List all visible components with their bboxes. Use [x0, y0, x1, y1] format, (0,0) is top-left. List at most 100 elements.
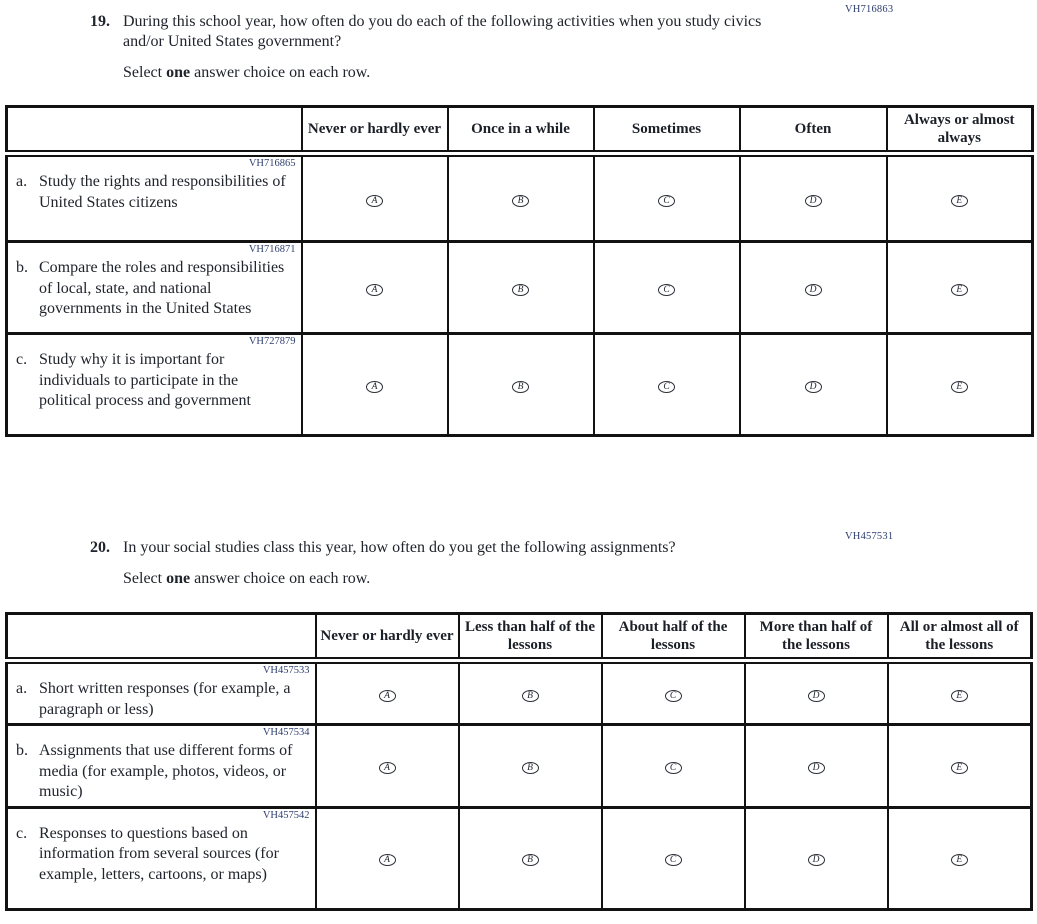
q20-row-a: VH457533 a. Short written responses (for… — [5, 659, 1033, 726]
q20-header-row: Never or hardly ever Less than half of t… — [5, 612, 1033, 664]
q20-row-b-cell-B: B — [457, 723, 603, 809]
instruction-text: answer choice on each row. — [190, 64, 371, 81]
q19-row-b-cell-B: B — [446, 240, 595, 335]
q20-row-a-cell-D: D — [743, 659, 889, 726]
q20-row-a-option-A[interactable]: A — [378, 689, 396, 702]
q20-row-a-option-D[interactable]: D — [807, 689, 825, 702]
q20-row-b-option-D[interactable]: D — [807, 761, 825, 774]
q19-corner-cell — [5, 105, 303, 157]
q19-row-c-option-B[interactable]: B — [512, 380, 529, 393]
question-19-response-grid: Never or hardly ever Once in a while Som… — [5, 105, 1034, 437]
q19-row-a-letter: a. — [16, 173, 28, 190]
question-19-number: 19. — [90, 13, 110, 30]
q20-row-c-option-B[interactable]: B — [521, 854, 539, 866]
q19-row-b-option-E[interactable]: E — [950, 283, 968, 296]
q19-row-b-label: Compare the roles and responsibilities o… — [39, 259, 285, 317]
q19-row-b-cell-A: A — [300, 240, 449, 335]
instruction-text: Select — [123, 570, 167, 587]
q19-column-header-often: Often — [738, 105, 888, 157]
q20-row-a-cell-B: B — [457, 659, 603, 726]
q19-row-c-option-D[interactable]: D — [804, 380, 822, 393]
q19-row-b-option-A[interactable]: A — [366, 283, 383, 296]
q20-row-a-cell-C: C — [600, 659, 746, 726]
q19-row-a-cell-C: C — [592, 152, 741, 243]
q19-row-c-letter: c. — [16, 351, 28, 368]
q19-row-a-code: VH716865 — [248, 158, 296, 169]
q20-row-c-cell-C: C — [600, 805, 746, 911]
instruction-text: Select — [123, 64, 167, 81]
q20-row-a-cell-A: A — [314, 659, 460, 726]
q19-row-a-option-C[interactable]: C — [658, 194, 675, 207]
q20-row-b-cell-E: E — [886, 723, 1033, 809]
q20-row-a-option-E[interactable]: E — [950, 689, 968, 702]
q20-row-b-option-E[interactable]: E — [950, 761, 968, 774]
q20-row-a-label: Short written responses (for example, a … — [39, 680, 291, 718]
q19-row-c: VH727879 c. Study why it is important fo… — [5, 332, 1034, 437]
q19-row-c-cell-A: A — [300, 332, 449, 437]
q19-row-a-cell-A: A — [300, 152, 449, 243]
q20-row-c-cell-E: E — [886, 805, 1033, 911]
question-20-response-grid: Never or hardly ever Less than half of t… — [5, 612, 1033, 911]
q20-row-b-label-cell: VH457534 b. Assignments that use differe… — [5, 723, 317, 809]
question-20-text: In your social studies class this year, … — [123, 539, 676, 556]
q20-row-c-option-A[interactable]: A — [378, 854, 396, 866]
q20-row-c-cell-B: B — [457, 805, 603, 911]
q19-row-a-label-cell: VH716865 a. Study the rights and respons… — [5, 152, 303, 243]
q20-row-b-cell-A: A — [314, 723, 460, 809]
q19-row-c-code: VH727879 — [248, 336, 296, 347]
q19-row-a-option-A[interactable]: A — [366, 194, 383, 207]
q20-corner-cell — [5, 612, 317, 664]
q19-column-header-never-or-hardly-ever: Never or hardly ever — [300, 105, 449, 157]
q20-column-header-less-than-half: Less than half of the lessons — [457, 612, 603, 664]
q19-column-header-once-in-a-while: Once in a while — [446, 105, 595, 157]
q20-row-a-option-B[interactable]: B — [521, 689, 539, 702]
q19-column-header-sometimes: Sometimes — [592, 105, 741, 157]
q20-column-header-all-or-almost-all: All or almost all of the lessons — [886, 612, 1033, 664]
q19-row-c-cell-D: D — [738, 332, 888, 437]
q19-row-b-cell-E: E — [885, 240, 1034, 335]
q20-row-a-option-C[interactable]: C — [664, 689, 682, 702]
q20-row-b-option-A[interactable]: A — [378, 761, 396, 774]
q20-row-c-cell-D: D — [743, 805, 889, 911]
q19-row-a-option-D[interactable]: D — [804, 194, 822, 207]
q20-row-c-cell-A: A — [314, 805, 460, 911]
q19-row-c-label-cell: VH727879 c. Study why it is important fo… — [5, 332, 303, 437]
q19-row-a-option-E[interactable]: E — [950, 194, 968, 207]
q19-row-a-cell-E: E — [885, 152, 1034, 243]
question-19-block: 19. During this school year, how often d… — [90, 12, 803, 83]
q20-row-c-option-E[interactable]: E — [950, 854, 968, 866]
q19-row-a-option-B[interactable]: B — [512, 194, 529, 207]
q20-row-c-letter: c. — [16, 824, 28, 842]
q20-row-b-option-B[interactable]: B — [521, 761, 539, 774]
q19-row-b-code: VH716871 — [248, 244, 296, 255]
q19-row-c-option-C[interactable]: C — [658, 380, 675, 393]
q19-column-header-always-or-almost-always: Always or almost always — [885, 105, 1034, 157]
q20-row-c-option-C[interactable]: C — [664, 854, 682, 866]
instruction-bold-word: one — [166, 570, 191, 587]
q20-row-b-cell-D: D — [743, 723, 889, 809]
q19-row-a-cell-B: B — [446, 152, 595, 243]
q19-row-b-cell-D: D — [738, 240, 888, 335]
q20-row-a-letter: a. — [16, 680, 28, 697]
q20-row-a-cell-E: E — [886, 659, 1033, 726]
q20-row-b: VH457534 b. Assignments that use differe… — [5, 723, 1033, 809]
q19-row-c-option-E[interactable]: E — [950, 380, 968, 393]
q19-row-c-option-A[interactable]: A — [366, 380, 383, 393]
question-19-accession-code: VH716863 — [845, 4, 894, 15]
question-20-block: 20. In your social studies class this ye… — [90, 538, 676, 589]
q19-header-row: Never or hardly ever Once in a while Som… — [5, 105, 1034, 157]
q19-row-b-option-B[interactable]: B — [512, 283, 529, 296]
q19-row-c-cell-E: E — [885, 332, 1034, 437]
q20-row-a-label-cell: VH457533 a. Short written responses (for… — [5, 659, 317, 726]
q20-row-c-code: VH457542 — [262, 809, 310, 821]
q19-row-b-option-C[interactable]: C — [658, 283, 675, 296]
q19-row-a-cell-D: D — [738, 152, 888, 243]
question-20-accession-code: VH457531 — [845, 531, 894, 542]
q19-row-b-label-cell: VH716871 b. Compare the roles and respon… — [5, 240, 303, 335]
q20-row-b-option-C[interactable]: C — [664, 761, 682, 774]
q20-row-c-option-D[interactable]: D — [807, 854, 825, 866]
q20-row-b-letter: b. — [16, 742, 28, 759]
q19-row-b-option-D[interactable]: D — [804, 283, 822, 296]
question-20-instruction: Select one answer choice on each row. — [123, 569, 676, 589]
